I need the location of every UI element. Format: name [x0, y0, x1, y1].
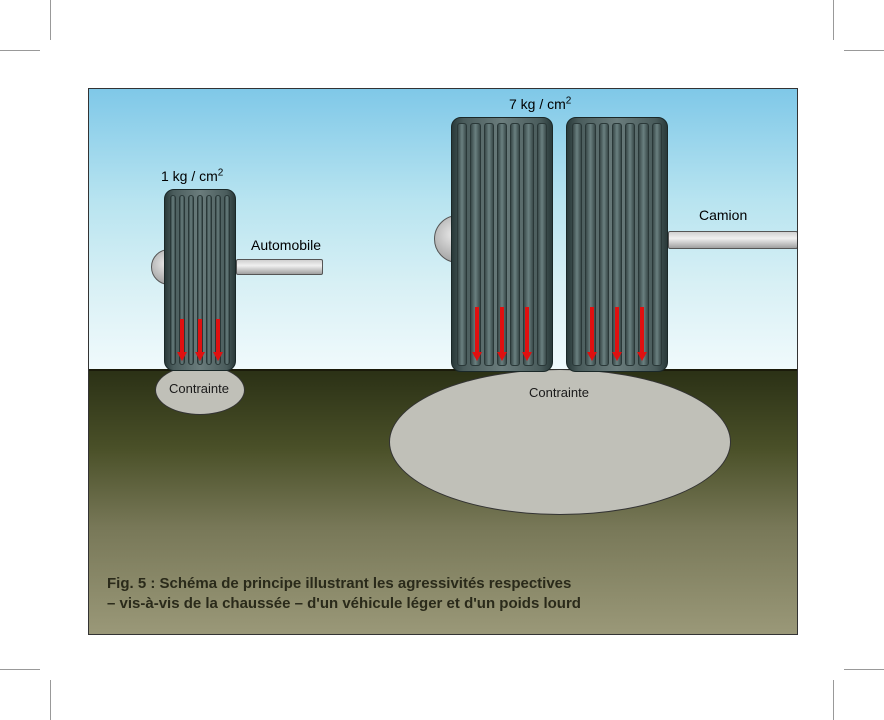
- diagram-frame: 1 kg / cm2 Automobile Contrainte: [88, 88, 798, 635]
- automobile-pressure-text: 1 kg / cm2: [161, 168, 223, 184]
- figure-caption: Fig. 5 : Schéma de principe illustrant l…: [107, 574, 779, 615]
- down-arrow-icon: [177, 319, 187, 361]
- crop-mark: [0, 669, 40, 670]
- truck-pressure-label: 7 kg / cm2: [509, 95, 571, 112]
- crop-mark: [844, 50, 884, 51]
- down-arrow-icon: [497, 307, 507, 361]
- down-arrow-icon: [522, 307, 532, 361]
- crop-mark: [844, 669, 884, 670]
- truck-arrows-right: [580, 307, 654, 361]
- crop-mark: [50, 680, 51, 720]
- down-arrow-icon: [472, 307, 482, 361]
- truck-arrows-left: [465, 307, 539, 361]
- truck-constraint-label: Contrainte: [529, 385, 589, 400]
- down-arrow-icon: [612, 307, 622, 361]
- crop-mark: [833, 0, 834, 40]
- crop-mark: [833, 680, 834, 720]
- down-arrow-icon: [637, 307, 647, 361]
- truck-type-label: Camion: [699, 207, 747, 223]
- crop-mark: [0, 50, 40, 51]
- automobile-constraint-label: Contrainte: [169, 381, 229, 396]
- automobile-arrows: [173, 319, 227, 361]
- caption-line2: – vis-à-vis de la chaussée – d'un véhicu…: [107, 595, 581, 612]
- down-arrow-icon: [587, 307, 597, 361]
- down-arrow-icon: [195, 319, 205, 361]
- page: 1 kg / cm2 Automobile Contrainte: [0, 0, 884, 720]
- crop-mark: [50, 0, 51, 40]
- caption-line1: Fig. 5 : Schéma de principe illustrant l…: [107, 575, 571, 592]
- automobile-axle: [236, 259, 323, 275]
- automobile-pressure-label: 1 kg / cm2: [161, 167, 223, 184]
- truck-axle: [668, 231, 798, 249]
- truck-pressure-text: 7 kg / cm2: [509, 96, 571, 112]
- automobile-type-label: Automobile: [251, 237, 321, 253]
- down-arrow-icon: [213, 319, 223, 361]
